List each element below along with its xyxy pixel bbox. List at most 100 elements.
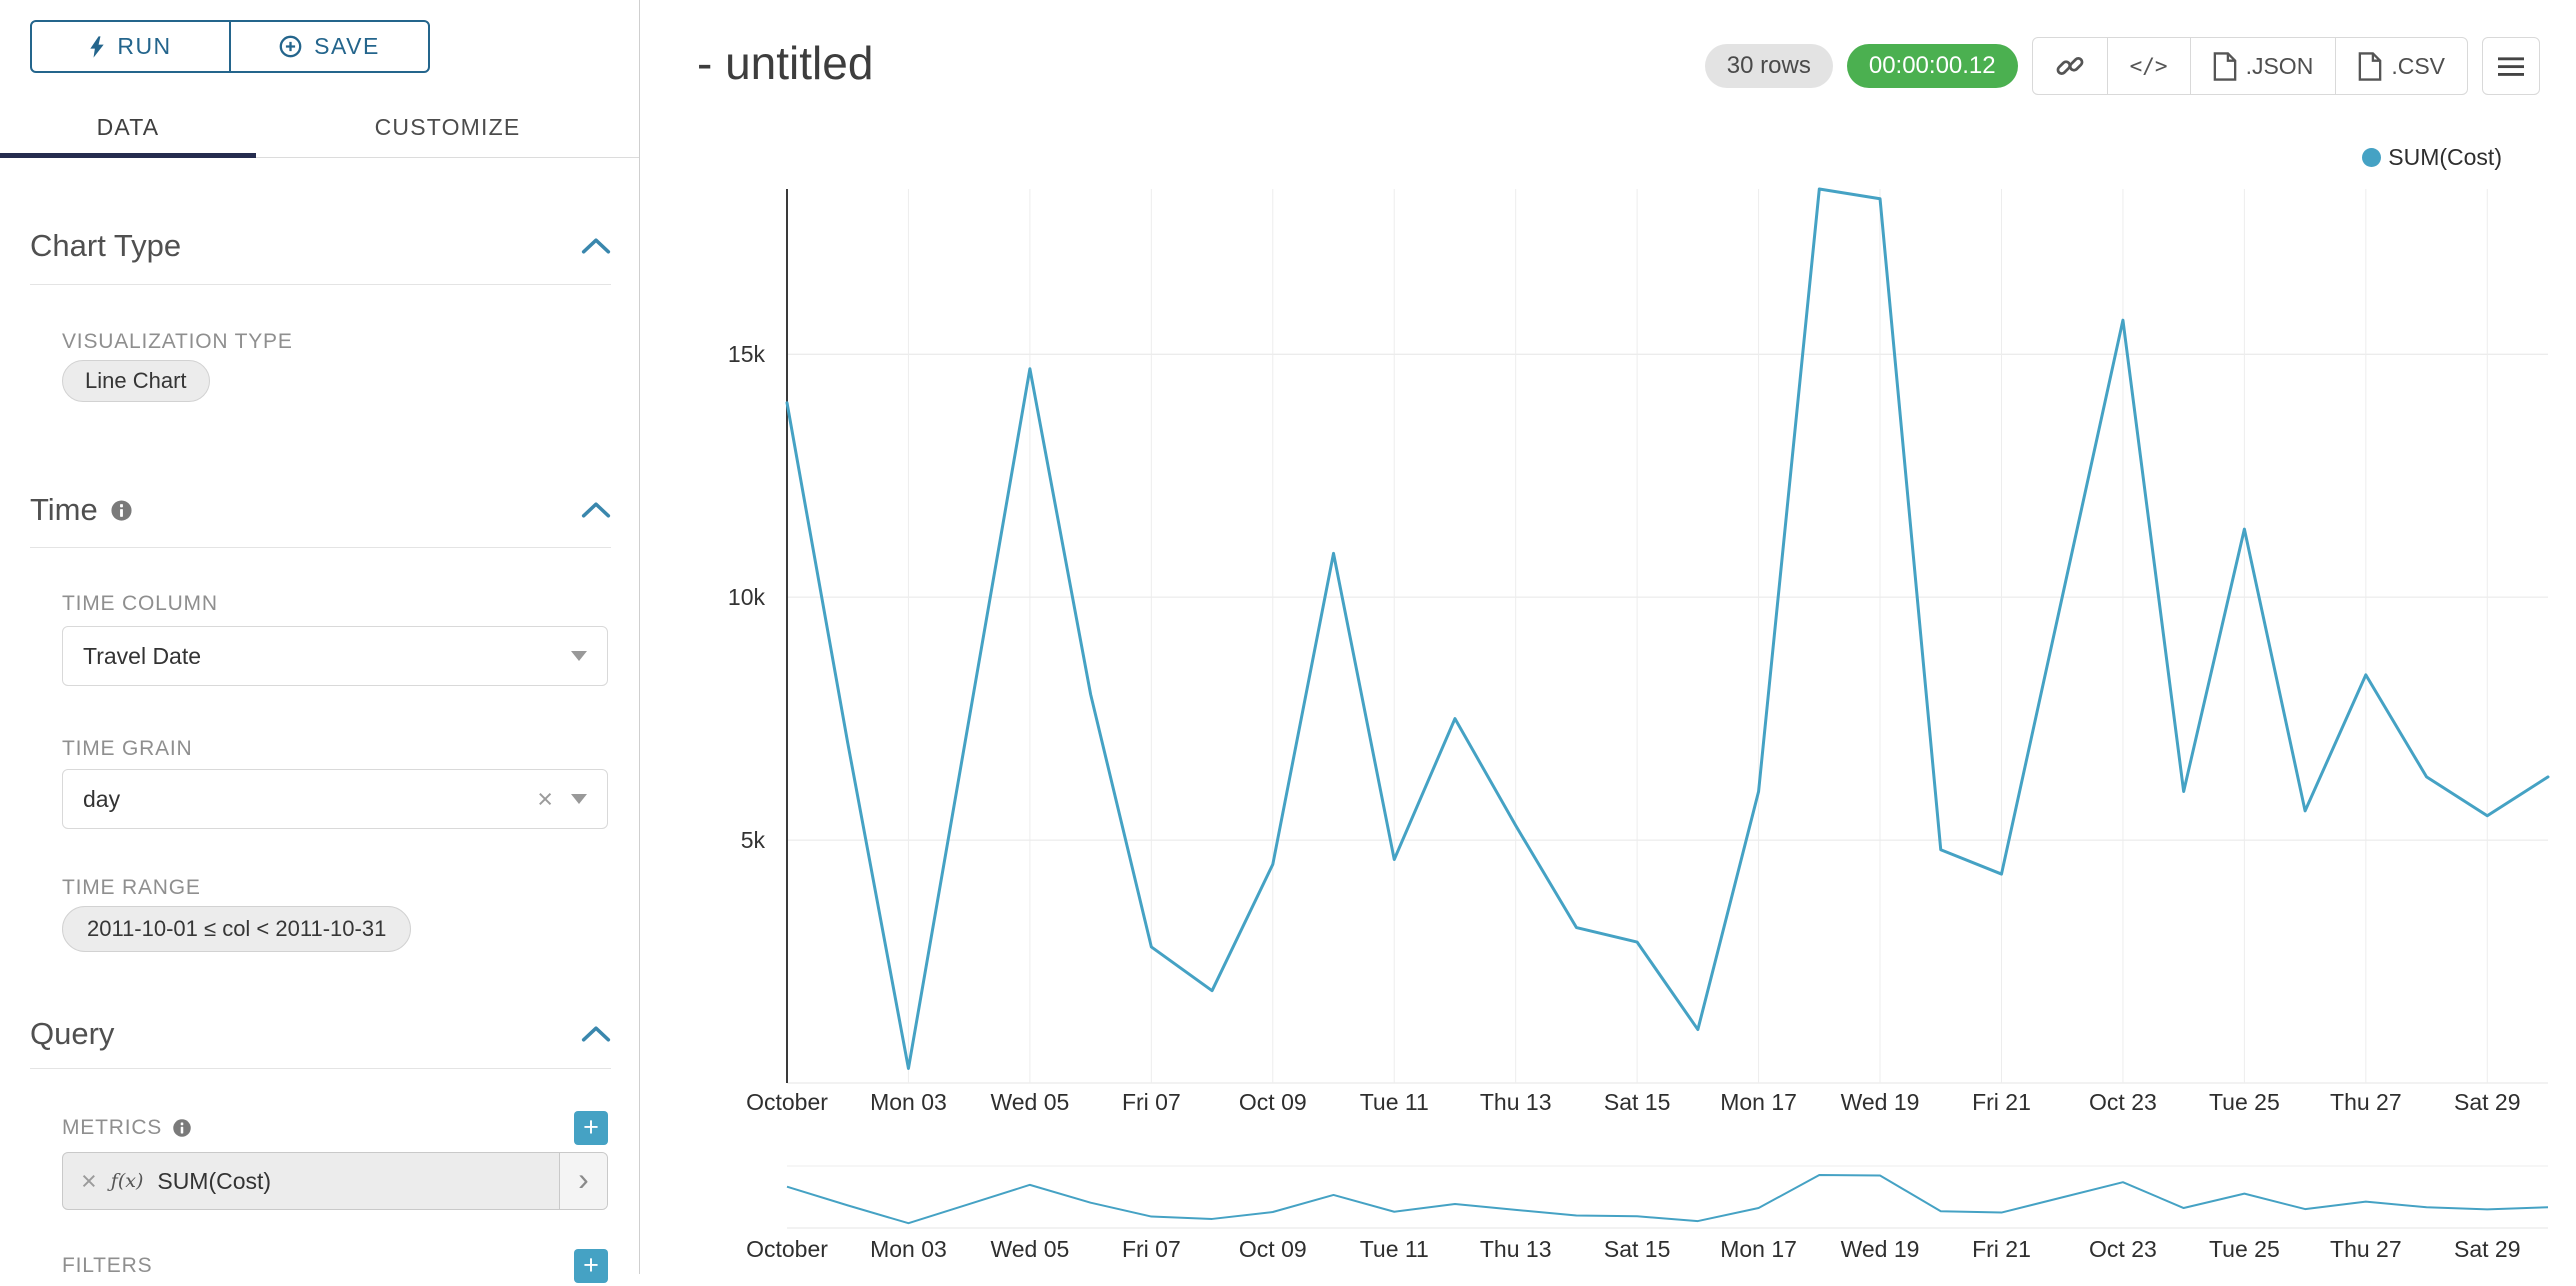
hamburger-icon: [2498, 56, 2524, 76]
legend-dot: [2362, 148, 2382, 167]
svg-text:Thu 13: Thu 13: [1480, 1236, 1552, 1262]
section-time-header[interactable]: Time: [30, 490, 611, 530]
save-button[interactable]: SAVE: [229, 20, 430, 73]
svg-text:Tue 25: Tue 25: [2209, 1236, 2280, 1262]
svg-text:Mon 17: Mon 17: [1720, 1236, 1797, 1262]
svg-text:October: October: [746, 1089, 828, 1115]
chart-panel: - untitled 30 rows 00:00:00.12 </> .JSON…: [641, 0, 2576, 1274]
plus-icon: +: [583, 1111, 599, 1142]
metrics-label: METRICS: [62, 1116, 163, 1139]
svg-text:Mon 17: Mon 17: [1720, 1089, 1797, 1115]
caret-down-icon: [571, 794, 587, 804]
export-json-button[interactable]: .JSON: [2189, 37, 2337, 95]
svg-text:Oct 09: Oct 09: [1239, 1089, 1307, 1115]
clear-icon[interactable]: ×: [537, 783, 553, 814]
header-actions: 30 rows 00:00:00.12 </> .JSON .CSV: [1704, 37, 2540, 95]
svg-text:Sat 15: Sat 15: [1604, 1236, 1671, 1262]
filters-label: FILTERS: [62, 1254, 153, 1277]
visualization-type-value[interactable]: Line Chart: [62, 360, 210, 402]
svg-text:Thu 27: Thu 27: [2330, 1236, 2402, 1262]
time-grain-label: TIME GRAIN: [62, 737, 193, 760]
chevron-right-icon: ›: [578, 1161, 589, 1197]
plus-icon: +: [583, 1249, 599, 1280]
svg-text:Thu 27: Thu 27: [2330, 1089, 2402, 1115]
svg-text:Mon 03: Mon 03: [870, 1236, 947, 1262]
svg-text:Sat 29: Sat 29: [2454, 1236, 2521, 1262]
caret-down-icon: [571, 651, 587, 661]
chart-legend[interactable]: SUM(Cost): [2362, 144, 2502, 171]
control-tabs: DATA CUSTOMIZE: [0, 97, 639, 158]
expand-metric-button[interactable]: ›: [559, 1153, 607, 1209]
tab-data[interactable]: DATA: [0, 97, 256, 158]
time-column-select[interactable]: Travel Date: [62, 626, 608, 686]
section-chart-type-header[interactable]: Chart Type: [30, 226, 611, 266]
metrics-control: METRICS +: [62, 1108, 608, 1148]
legend-label: SUM(Cost): [2388, 144, 2502, 170]
export-csv-button[interactable]: .CSV: [2335, 37, 2468, 95]
json-label: .JSON: [2245, 52, 2314, 79]
short-link-button[interactable]: [2031, 37, 2108, 95]
section-time-title: Time: [30, 492, 98, 527]
svg-text:Tue 11: Tue 11: [1360, 1236, 1429, 1262]
code-icon: </>: [2129, 54, 2168, 78]
menu-button[interactable]: [2482, 37, 2540, 95]
info-icon[interactable]: [172, 1118, 192, 1138]
svg-text:Wed 05: Wed 05: [990, 1236, 1069, 1262]
file-icon: [2359, 51, 2382, 81]
tab-customize[interactable]: CUSTOMIZE: [256, 97, 639, 157]
embed-code-button[interactable]: </>: [2106, 37, 2191, 95]
export-button-group: </> .JSON .CSV: [2031, 37, 2468, 95]
explore-control-panel: RUN SAVE DATA CUSTOMIZE Chart Type VISUA…: [0, 0, 640, 1283]
svg-text:15k: 15k: [728, 341, 766, 367]
add-metric-button[interactable]: +: [574, 1111, 608, 1145]
time-grain-select[interactable]: day ×: [62, 769, 608, 829]
remove-metric-icon[interactable]: ×: [81, 1165, 97, 1196]
add-filter-button[interactable]: +: [574, 1249, 608, 1283]
svg-text:Fri 21: Fri 21: [1972, 1089, 2031, 1115]
query-timer-badge: 00:00:00.12: [1846, 44, 2018, 88]
section-chart-type-title: Chart Type: [30, 228, 182, 263]
line-chart[interactable]: 5k 10k 15k October October Mon 03 Mon 03 Wed 05…: [640, 140, 2576, 1274]
svg-text:5k: 5k: [741, 827, 766, 853]
csv-label: .CSV: [2391, 52, 2445, 79]
chart-title[interactable]: - untitled: [697, 37, 874, 89]
svg-text:Tue 25: Tue 25: [2209, 1089, 2280, 1115]
tab-data-label: DATA: [96, 113, 160, 140]
time-grain-value: day: [83, 785, 121, 812]
tab-customize-label: CUSTOMIZE: [374, 113, 521, 140]
time-column-label: TIME COLUMN: [62, 592, 218, 615]
svg-text:Oct 23: Oct 23: [2089, 1236, 2157, 1262]
svg-text:Mon 03: Mon 03: [870, 1089, 947, 1115]
row-count-badge: 30 rows: [1704, 44, 1833, 88]
chevron-up-icon[interactable]: [581, 1026, 611, 1042]
svg-text:Tue 11: Tue 11: [1360, 1089, 1429, 1115]
run-label: RUN: [117, 33, 172, 59]
plus-circle-icon: [279, 35, 302, 58]
chevron-up-icon[interactable]: [581, 238, 611, 254]
svg-text:Thu 13: Thu 13: [1480, 1089, 1552, 1115]
time-range-value[interactable]: 2011-10-01 ≤ col < 2011-10-31: [62, 906, 412, 952]
save-label: SAVE: [314, 33, 380, 59]
active-tab-indicator: [0, 153, 256, 158]
svg-text:Wed 05: Wed 05: [990, 1089, 1069, 1115]
section-divider: [30, 1068, 611, 1069]
metric-option[interactable]: × ƒ(x) SUM(Cost) ›: [62, 1152, 608, 1210]
svg-text:Fri 07: Fri 07: [1122, 1236, 1181, 1262]
svg-text:Wed 19: Wed 19: [1841, 1236, 1920, 1262]
section-divider: [30, 284, 611, 285]
time-column-value: Travel Date: [83, 642, 202, 669]
run-button[interactable]: RUN: [30, 20, 231, 73]
info-icon[interactable]: [110, 499, 133, 522]
svg-text:October: October: [746, 1236, 828, 1262]
metric-label: SUM(Cost): [157, 1167, 272, 1194]
filters-control: FILTERS +: [62, 1246, 608, 1286]
section-query-header[interactable]: Query: [30, 1014, 611, 1054]
run-save-button-group: RUN SAVE: [30, 20, 430, 73]
lightning-icon: [90, 35, 104, 58]
fx-icon: ƒ(x): [110, 1170, 144, 1192]
section-query-title: Query: [30, 1016, 115, 1051]
link-icon: [2056, 57, 2084, 75]
chevron-up-icon[interactable]: [581, 502, 611, 518]
svg-text:10k: 10k: [728, 584, 766, 610]
svg-text:Oct 23: Oct 23: [2089, 1089, 2157, 1115]
